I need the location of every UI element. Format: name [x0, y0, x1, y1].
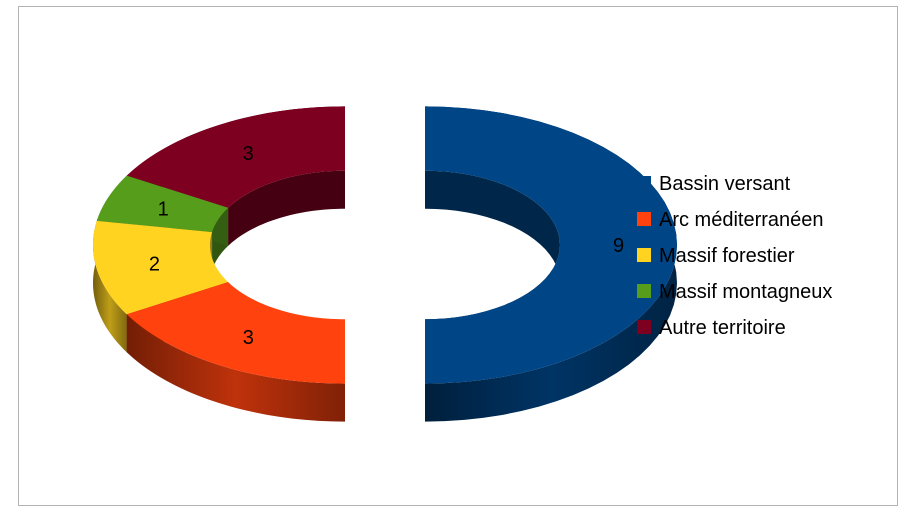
- value-label-autre-territoire: 3: [243, 143, 254, 165]
- legend-swatch: [637, 176, 651, 190]
- value-label-arc-mediterraneen: 3: [243, 327, 254, 349]
- slice-top-face: [126, 282, 345, 384]
- slice-top-face: [93, 220, 229, 315]
- slices-layer: [93, 106, 677, 422]
- slice-outer-wall: [126, 314, 345, 422]
- value-label-massif-forestier: 2: [149, 254, 160, 276]
- slice-top-face: [425, 106, 677, 384]
- legend-label: Arc méditerranéen: [659, 209, 824, 231]
- slice-top-face: [96, 175, 229, 233]
- slice-inner-wall: [228, 170, 345, 246]
- legend-item-massif-montagneux: Massif montagneux: [637, 281, 832, 303]
- legend-swatch: [637, 320, 651, 334]
- value-labels-layer: 3 1 9 2 3: [149, 143, 624, 349]
- value-label-bassin-versant: 9: [613, 235, 624, 257]
- slice-outer-wall: [93, 220, 127, 353]
- slice-arc-mediterraneen: [126, 282, 345, 422]
- legend-swatch: [637, 248, 651, 262]
- legend-label: Massif montagneux: [659, 281, 832, 303]
- slice-top-face: [126, 106, 345, 208]
- legend-swatch: [637, 212, 651, 226]
- legend-label: Autre territoire: [659, 317, 786, 339]
- legend: Bassin versant Arc méditerranéen Massif fo…: [637, 173, 832, 339]
- legend-label: Bassin versant: [659, 173, 791, 195]
- legend-label: Massif forestier: [659, 245, 795, 267]
- legend-item-massif-forestier: Massif forestier: [637, 245, 795, 267]
- legend-swatch: [637, 284, 651, 298]
- legend-item-arc-mediterraneen: Arc méditerranéen: [637, 209, 824, 231]
- slice-bassin-versant: [425, 106, 677, 422]
- legend-item-bassin-versant: Bassin versant: [637, 173, 791, 195]
- legend-item-autre-territoire: Autre territoire: [637, 317, 786, 339]
- value-label-massif-montagneux: 1: [158, 199, 169, 221]
